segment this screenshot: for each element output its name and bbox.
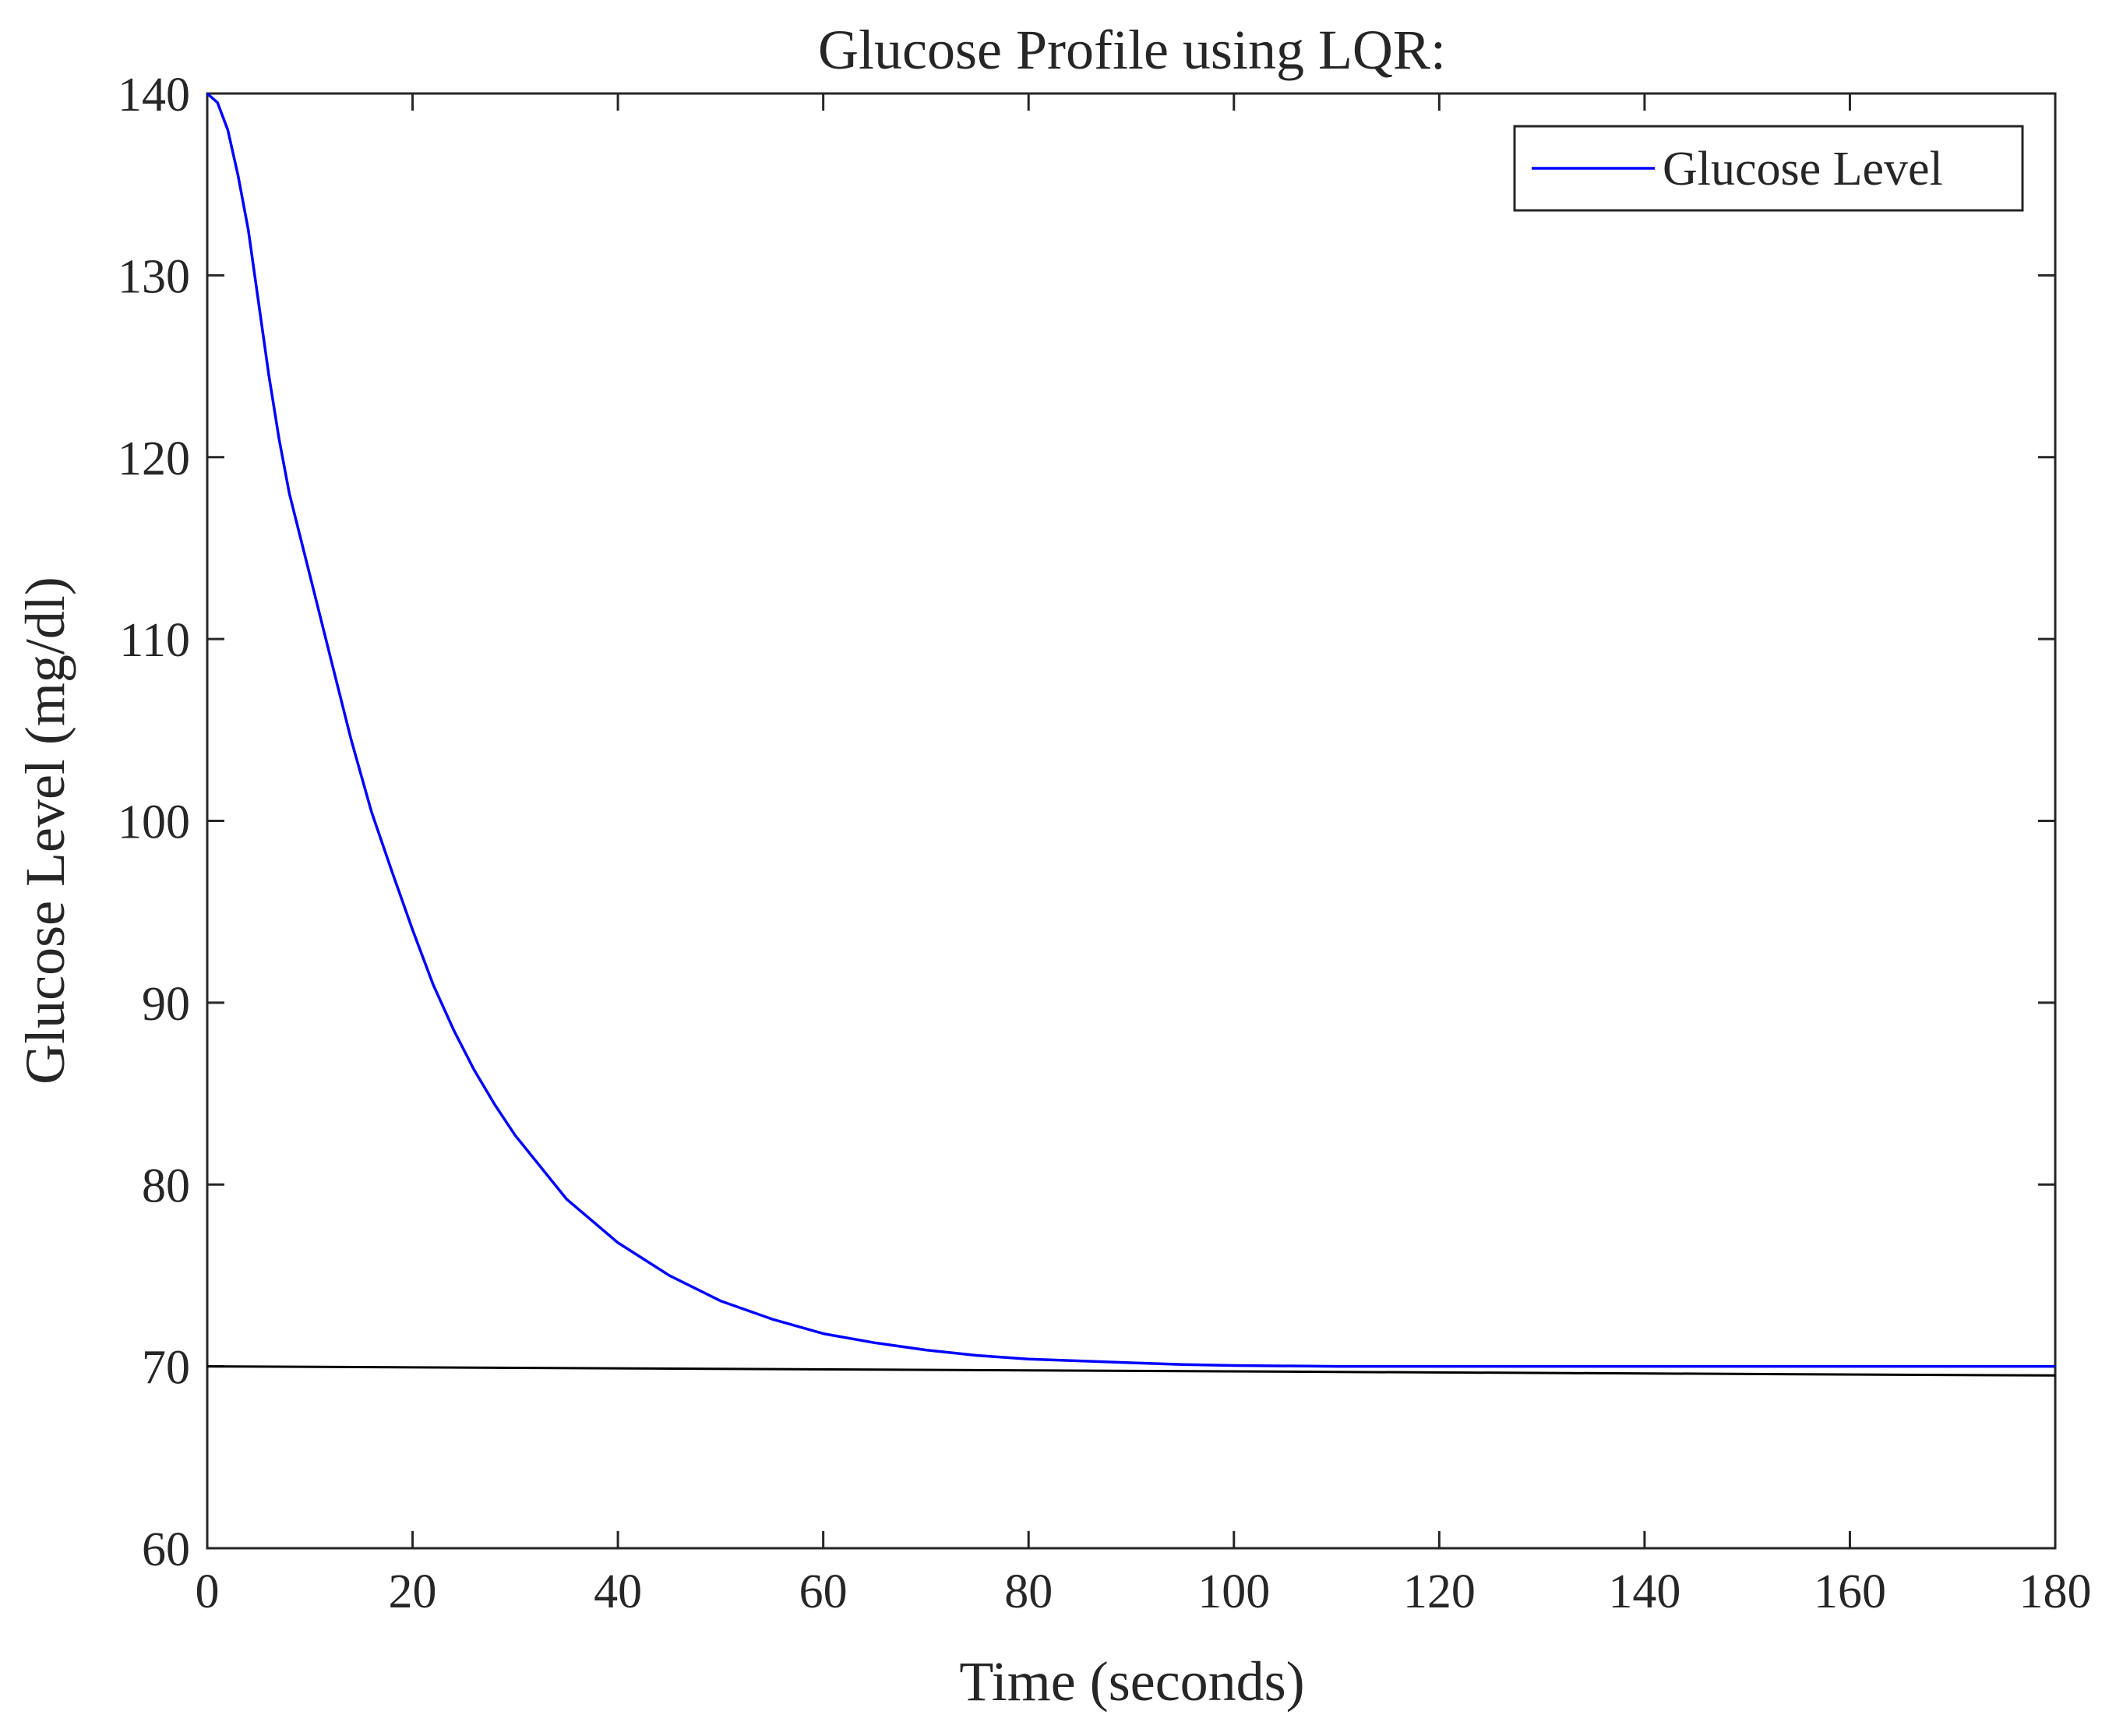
x-tick-label: 120 (1403, 1565, 1476, 1618)
y-tick-label: 70 (142, 1342, 190, 1395)
x-tick-label: 160 (1814, 1565, 1886, 1618)
x-axis-label: Time (seconds) (959, 1650, 1304, 1713)
plot-area: 0 20 40 60 80 100 120 140 160 180 60 70 80 90 100 110 12… (118, 69, 2092, 1618)
x-tick-label: 0 (196, 1565, 220, 1618)
series-line-reference (206, 1365, 2056, 1377)
y-tick-label: 140 (118, 69, 190, 122)
x-tick-label: 180 (2019, 1565, 2092, 1618)
y-tick-label: 80 (142, 1159, 190, 1212)
y-axis-label: Glucose Level (mg/dl) (14, 577, 76, 1085)
series-line-glucose-level (206, 92, 2055, 1368)
x-tick-label: 60 (799, 1565, 848, 1618)
legend-label: Glucose Level (1663, 143, 1943, 196)
legend: Glucose Level (1513, 125, 2024, 212)
y-tick-label: 120 (118, 432, 190, 485)
y-tick-label: 100 (118, 796, 190, 849)
x-tick-label: 80 (1004, 1565, 1053, 1618)
x-tick-label: 100 (1197, 1565, 1270, 1618)
chart-title: Glucose Profile using LQR: (818, 19, 1446, 81)
y-tick-label: 110 (119, 614, 190, 667)
x-tick-label: 140 (1608, 1565, 1680, 1618)
y-tick-label: 130 (118, 250, 190, 303)
y-tick-label: 90 (142, 978, 190, 1031)
y-tick-label: 60 (142, 1523, 190, 1576)
x-tick-label: 20 (389, 1565, 437, 1618)
x-tick-label: 40 (594, 1565, 642, 1618)
